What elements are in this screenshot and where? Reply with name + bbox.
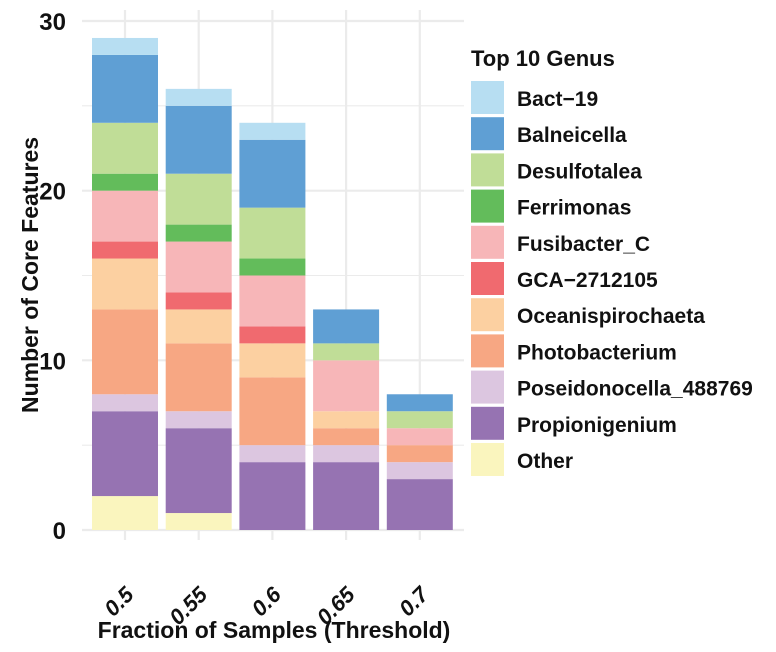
legend-label: Oceanispirochaeta <box>517 305 705 328</box>
legend-label: Other <box>517 450 573 473</box>
legend-label: Poseidonocella_488769 <box>517 378 753 401</box>
bar-segment-propionigenium <box>239 462 306 530</box>
bar-segment-photobacterium <box>239 377 306 446</box>
y-tick-label: 0 <box>53 518 66 545</box>
legend-item: GCA−2712105 <box>471 262 658 295</box>
bar-segment-gca-2712105 <box>165 292 232 310</box>
legend-key <box>471 117 504 151</box>
bar-segment-oceanispirochaeta <box>313 411 380 429</box>
legend-item: Propionigenium <box>471 406 677 440</box>
bar-stack-0.6 <box>239 122 306 530</box>
bar-segment-fusibacter-c <box>92 190 158 242</box>
legend-item: Fusibacter_C <box>471 225 650 259</box>
bar-stack-0.55 <box>165 88 232 530</box>
legend-label: Propionigenium <box>517 414 677 437</box>
bar-segment-propionigenium <box>92 411 158 497</box>
legend-label: Bact−19 <box>517 88 598 111</box>
bar-segment-ferrimonas <box>92 173 158 191</box>
legend-label: Balneicella <box>517 124 627 147</box>
bar-segment-desulfotalea <box>239 207 306 259</box>
legend-key <box>471 406 504 440</box>
bar-segment-balneicella <box>165 105 232 174</box>
legend-label: Desulfotalea <box>517 160 642 183</box>
legend-item: Photobacterium <box>471 334 677 368</box>
bar-segment-gca-2712105 <box>92 241 158 259</box>
legend-item: Bact−19 <box>471 81 598 114</box>
bar-segment-balneicella <box>239 139 306 208</box>
bar-segment-fusibacter-c <box>313 360 380 412</box>
bar-segment-poseidonocella-488769 <box>313 445 380 463</box>
bar-segment-poseidonocella-488769 <box>239 445 306 463</box>
bar-segment-propionigenium <box>165 428 232 514</box>
bar-segment-balneicella <box>386 394 453 412</box>
bar-segment-propionigenium <box>386 479 453 530</box>
bar-segment-oceanispirochaeta <box>239 343 306 378</box>
legend-item: Balneicella <box>471 117 627 151</box>
legend-item: Other <box>471 443 573 476</box>
bar-segment-oceanispirochaeta <box>92 258 158 310</box>
legend-key <box>471 298 504 332</box>
bar-segment-fusibacter-c <box>165 241 232 293</box>
y-axis-ticks: 0 10 20 30 <box>39 9 66 545</box>
bar-segment-other <box>165 513 232 530</box>
x-tick-label: 0.6 <box>247 581 287 621</box>
bar-segment-gca-2712105 <box>239 326 306 344</box>
legend-item: Oceanispirochaeta <box>471 298 705 332</box>
bar-stack-0.7 <box>386 394 453 530</box>
bar-segment-desulfotalea <box>386 411 453 429</box>
legend-key <box>471 189 504 223</box>
legend-label: GCA−2712105 <box>517 269 658 292</box>
legend: Top 10 Genus Bact−19 Balneicella Desulfota… <box>471 46 753 476</box>
legend-item: Poseidonocella_488769 <box>471 370 753 404</box>
legend-item: Desulfotalea <box>471 153 642 187</box>
bar-segment-bact-19 <box>92 37 158 55</box>
legend-label: Photobacterium <box>517 341 677 364</box>
bar-segment-photobacterium <box>386 445 453 463</box>
y-tick-label: 20 <box>39 179 66 206</box>
y-tick-label: 30 <box>39 9 66 36</box>
y-axis-title: Number of Core Features <box>17 137 43 413</box>
bar-segment-propionigenium <box>313 462 380 530</box>
bar-stack-0.5 <box>92 37 158 530</box>
bar-segment-photobacterium <box>313 428 380 446</box>
bar-segment-balneicella <box>313 309 380 344</box>
x-axis-title: Fraction of Samples (Threshold) <box>98 617 451 643</box>
x-tick-label: 0.7 <box>394 581 435 622</box>
bar-segment-desulfotalea <box>92 122 158 174</box>
bar-segment-oceanispirochaeta <box>165 309 232 344</box>
bar-segment-photobacterium <box>165 343 232 412</box>
bar-segment-fusibacter-c <box>386 428 453 446</box>
x-tick-label: 0.5 <box>99 581 139 621</box>
legend-title: Top 10 Genus <box>471 46 615 71</box>
bar-segment-bact-19 <box>165 88 232 106</box>
bar-segment-desulfotalea <box>313 343 380 361</box>
bar-segment-poseidonocella-488769 <box>92 394 158 412</box>
bar-segment-poseidonocella-488769 <box>165 411 232 429</box>
legend-key <box>471 81 504 114</box>
bar-segment-poseidonocella-488769 <box>386 462 453 480</box>
bar-segment-other <box>92 496 158 530</box>
legend-key <box>471 443 504 476</box>
bar-stack-0.65 <box>313 309 380 530</box>
legend-item: Ferrimonas <box>471 189 631 223</box>
legend-key <box>471 225 504 259</box>
bar-segment-balneicella <box>92 54 158 123</box>
bar-segment-bact-19 <box>239 122 306 140</box>
bar-segment-desulfotalea <box>165 173 232 225</box>
legend-key <box>471 334 504 368</box>
legend-label: Ferrimonas <box>517 197 631 220</box>
legend-key <box>471 262 504 295</box>
legend-key <box>471 153 504 187</box>
bar-segment-photobacterium <box>92 309 158 395</box>
legend-key <box>471 370 504 404</box>
y-tick-label: 10 <box>39 348 66 375</box>
bar-segment-ferrimonas <box>239 258 306 276</box>
legend-label: Fusibacter_C <box>517 233 650 256</box>
bar-segment-ferrimonas <box>165 224 232 242</box>
bar-segment-fusibacter-c <box>239 275 306 327</box>
bars <box>92 37 453 530</box>
